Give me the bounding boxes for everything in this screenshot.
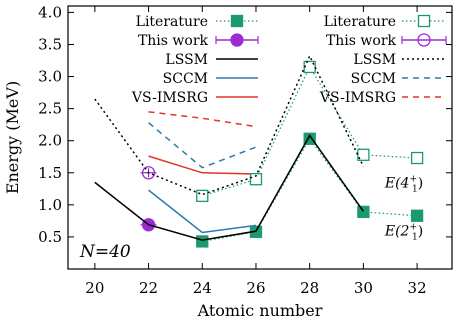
series-end-label-tail: ) — [418, 224, 423, 240]
this-work-marker — [417, 33, 431, 47]
legend-label: Literature — [136, 14, 208, 30]
series-line — [94, 134, 364, 241]
legend-label: This work — [138, 33, 209, 49]
series-line — [148, 111, 257, 128]
series-end-label-tail: ) — [418, 176, 423, 192]
literature-marker — [249, 173, 263, 186]
plot-frame — [67, 5, 453, 270]
series-lssm-e4 — [94, 54, 365, 196]
x-tick-label: 32 — [408, 279, 427, 297]
literature-marker — [417, 14, 431, 28]
y-tick-label: 1.0 — [38, 196, 62, 214]
y-tick-label: 4.0 — [38, 3, 62, 21]
this-work-marker — [230, 33, 244, 47]
literature-marker — [410, 151, 424, 165]
series-end-label-main: E(4 — [384, 176, 410, 192]
legend-group-e2: Literature This work LSSM SCCM VS-IMSRG — [131, 14, 259, 106]
series-sccm-e4 — [148, 122, 257, 169]
series-line — [202, 137, 418, 243]
series-line — [94, 54, 365, 196]
series-end-label-sup: + — [409, 223, 417, 233]
x-tick-label: 22 — [139, 279, 158, 297]
legend-label: This work — [326, 33, 397, 49]
series-end-label: E(4+ 1) — [384, 175, 423, 195]
series-line — [148, 155, 256, 175]
x-tick-label: 24 — [193, 279, 212, 297]
series-end-label-main: E(2 — [384, 224, 410, 240]
literature-marker — [357, 205, 370, 219]
y-tick-label: 1.5 — [38, 164, 62, 182]
literature-marker — [196, 235, 209, 248]
series-vs-imsrg-e2 — [148, 155, 256, 175]
series-line — [148, 122, 257, 169]
legend-label: Literature — [324, 14, 396, 30]
series-sccm-e2 — [148, 189, 257, 234]
literature-marker — [303, 132, 316, 145]
literature-marker — [230, 14, 244, 28]
x-tick-label: 28 — [300, 279, 319, 297]
series-end-label: E(2+ 1) — [384, 223, 423, 243]
x-tick-label: 26 — [246, 279, 265, 297]
legend-label: SCCM — [163, 71, 208, 87]
series-literature-e4 — [196, 60, 424, 203]
literature-marker — [410, 209, 424, 222]
series-line — [148, 189, 257, 234]
y-tick-label: 0.5 — [38, 228, 62, 246]
y-tick-label: 2.0 — [38, 132, 62, 150]
legend-label: SCCM — [351, 71, 396, 87]
legend-label: VS-IMSRG — [319, 90, 396, 106]
y-axis-title: Energy (MeV) — [3, 81, 22, 194]
series-vs-imsrg-e4 — [148, 111, 257, 128]
legend-group-e4: Literature This work LSSM SCCM VS-IMSRG — [319, 14, 447, 106]
y-tick-label: 3.0 — [38, 68, 62, 86]
y-tick-label: 2.5 — [38, 100, 62, 118]
legend-label: LSSM — [165, 52, 208, 68]
series-end-label-sup: + — [409, 175, 417, 185]
literature-marker — [196, 189, 209, 203]
series-end-label-sub: 1 — [412, 185, 418, 195]
legend-label: VS-IMSRG — [131, 90, 208, 106]
this-work-marker — [141, 166, 156, 180]
legend-label: LSSM — [353, 52, 396, 68]
literature-marker — [357, 148, 370, 161]
n40-annotation: N=40 — [79, 242, 131, 262]
y-tick-label: 3.5 — [38, 35, 62, 53]
x-tick-label: 30 — [354, 279, 373, 297]
series-end-label-sub: 1 — [412, 233, 418, 243]
x-tick-label: 20 — [85, 279, 104, 297]
series-lssm-e2 — [94, 134, 364, 241]
x-axis-title: Atomic number — [197, 301, 323, 320]
